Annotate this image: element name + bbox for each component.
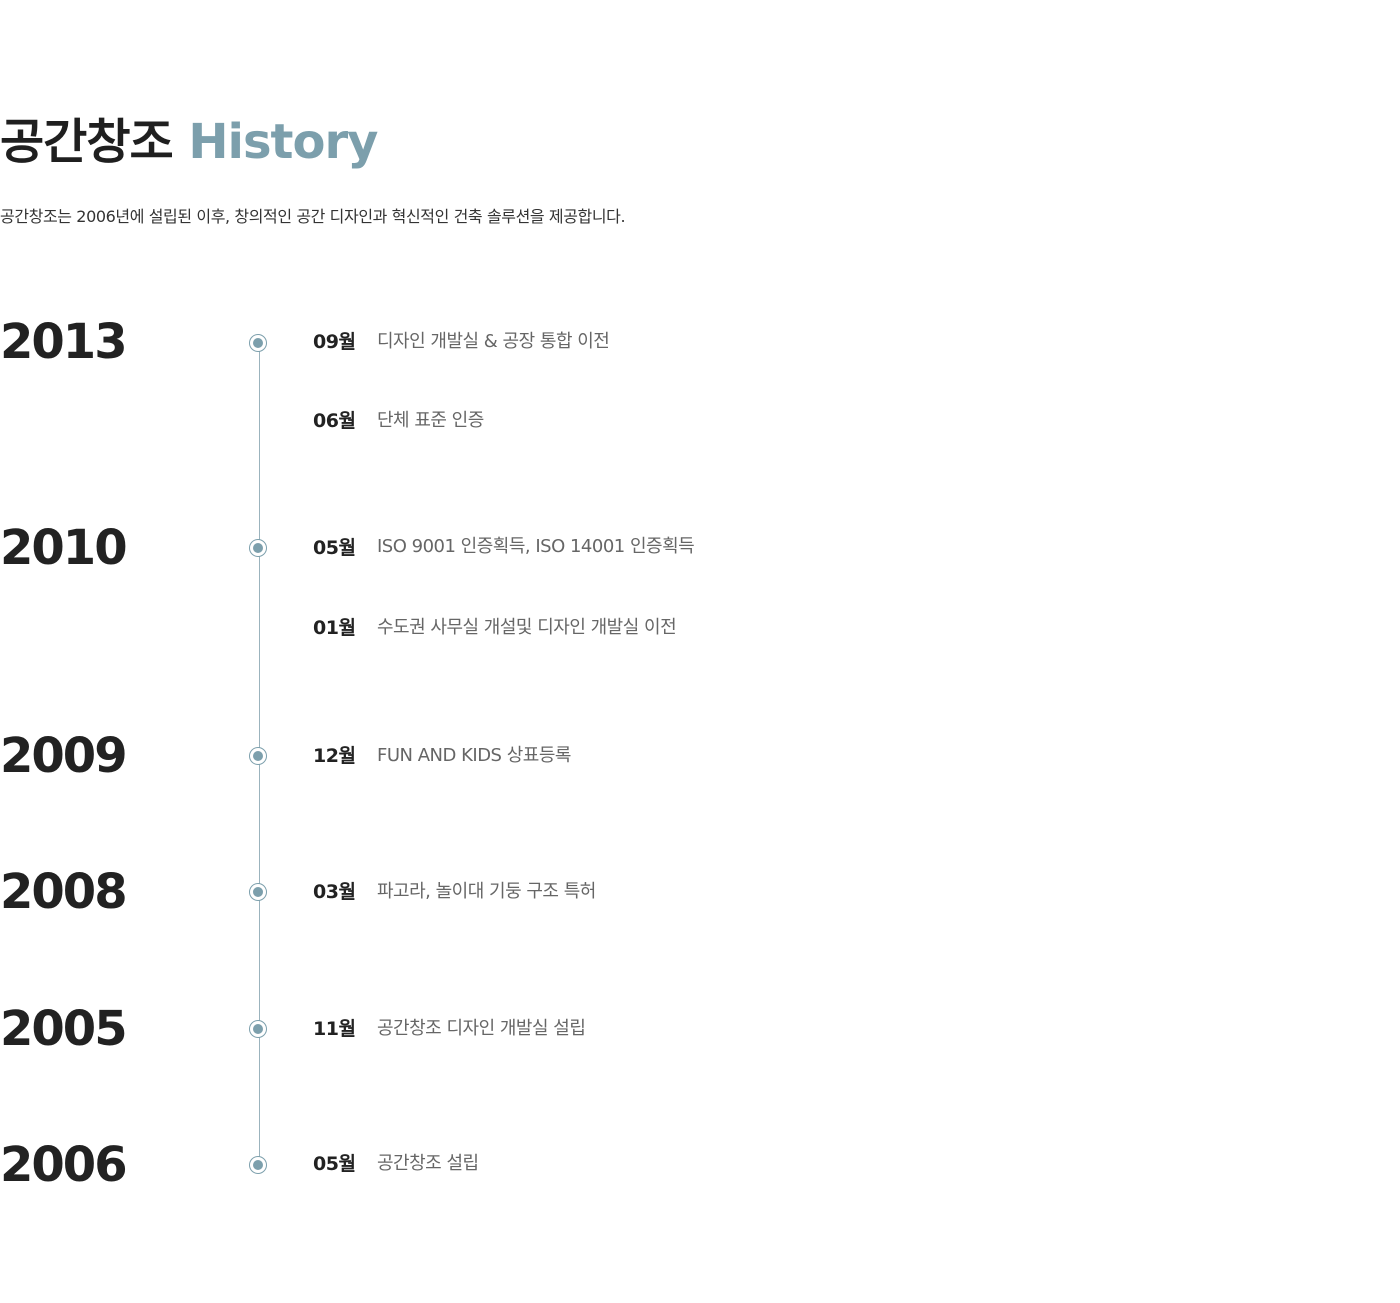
timeline-year-2009: 2009 [0, 728, 128, 784]
timeline-event: FUN AND KIDS 상표등록 [377, 745, 571, 766]
timeline-dot [249, 883, 267, 901]
timeline-event: 파고라, 놀이대 기둥 구조 특허 [377, 881, 596, 902]
page-title-main: 공간창조 [0, 114, 174, 170]
timeline-dot [249, 1156, 267, 1174]
timeline-event: 수도권 사무실 개설및 디자인 개발실 이전 [377, 617, 677, 638]
timeline-month: 05월 [313, 1153, 356, 1175]
timeline-event: 단체 표준 인증 [377, 410, 484, 431]
page-title: 공간창조 History [0, 112, 378, 172]
page-title-accent: History [188, 114, 378, 170]
timeline-event: 공간창조 디자인 개발실 설립 [377, 1018, 586, 1039]
timeline-year-2010: 2010 [0, 520, 128, 576]
timeline-year-2006: 2006 [0, 1137, 128, 1193]
timeline-year-2008: 2008 [0, 864, 128, 920]
timeline-month: 12월 [313, 745, 356, 767]
timeline-month: 01월 [313, 617, 356, 639]
timeline-event: 디자인 개발실 & 공장 통합 이전 [377, 331, 610, 352]
timeline-dot [249, 334, 267, 352]
timeline-dot [249, 747, 267, 765]
timeline-month: 09월 [313, 331, 356, 353]
timeline-month: 06월 [313, 410, 356, 432]
timeline-event: 공간창조 설립 [377, 1153, 479, 1174]
timeline-dot [249, 1020, 267, 1038]
timeline-event: ISO 9001 인증획득, ISO 14001 인증획득 [377, 536, 695, 557]
timeline-month: 03월 [313, 881, 356, 903]
timeline-month: 11월 [313, 1018, 356, 1040]
timeline-year-2013: 2013 [0, 314, 128, 370]
page-subtitle: 공간창조는 2006년에 설립된 이후, 창의적인 공간 디자인과 혁신적인 건… [0, 207, 626, 226]
timeline-year-2005: 2005 [0, 1001, 128, 1057]
timeline-month: 05월 [313, 537, 356, 559]
timeline-dot [249, 539, 267, 557]
